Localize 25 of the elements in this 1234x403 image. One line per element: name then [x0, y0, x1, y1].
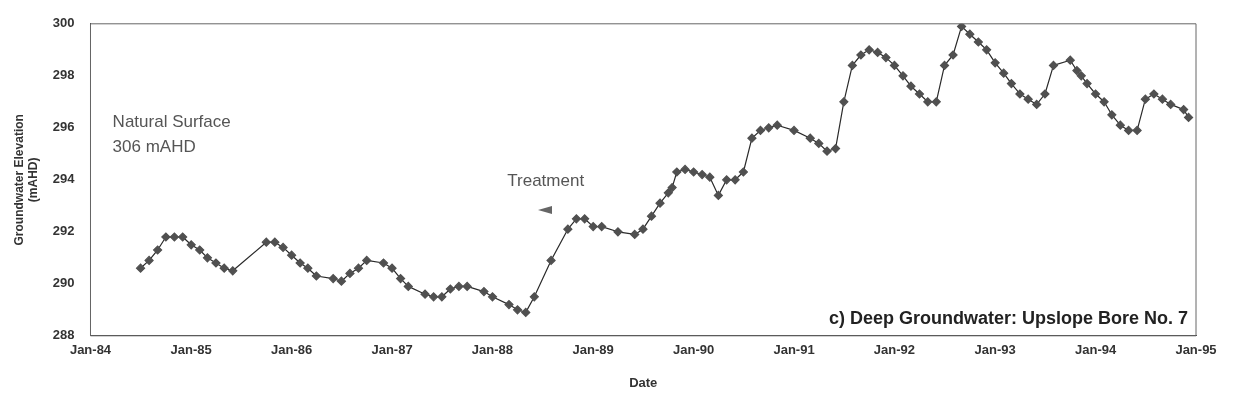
- x-tick-label: Jan-89: [572, 342, 614, 358]
- y-tick-label: 296: [52, 119, 75, 135]
- annotation: Treatment: [507, 171, 585, 191]
- y-tick-label: 294: [52, 171, 76, 187]
- x-tick-label: Jan-95: [1175, 342, 1217, 358]
- x-tick-label: Jan-94: [1074, 342, 1117, 358]
- y-tick-label: 290: [52, 275, 75, 291]
- x-tick-label: Jan-84: [69, 342, 112, 358]
- x-axis-title: Date: [629, 374, 658, 390]
- x-tick-label: Jan-85: [170, 342, 212, 358]
- x-tick-label: Jan-90: [672, 342, 715, 358]
- y-tick-label: 300: [52, 15, 75, 31]
- annotation: Natural Surface: [112, 111, 231, 131]
- x-tick-label: Jan-86: [271, 342, 313, 358]
- y-axis-title: Groundwater Elevation (mAHD): [11, 114, 40, 246]
- y-tick-label: 288: [52, 327, 75, 343]
- x-tick-label: Jan-92: [873, 342, 916, 358]
- y-tick-label: 292: [52, 223, 75, 239]
- y-tick-label: 298: [52, 67, 75, 83]
- x-tick-label: Jan-88: [471, 342, 514, 358]
- annotation: 306 mAHD: [112, 136, 196, 156]
- x-tick-label: Jan-93: [974, 342, 1016, 358]
- text: c) Deep Groundwater: Upslope Bore No. 7: [828, 307, 1188, 328]
- x-tick-label: Jan-91: [773, 342, 815, 358]
- x-tick-label: Jan-87: [371, 342, 413, 358]
